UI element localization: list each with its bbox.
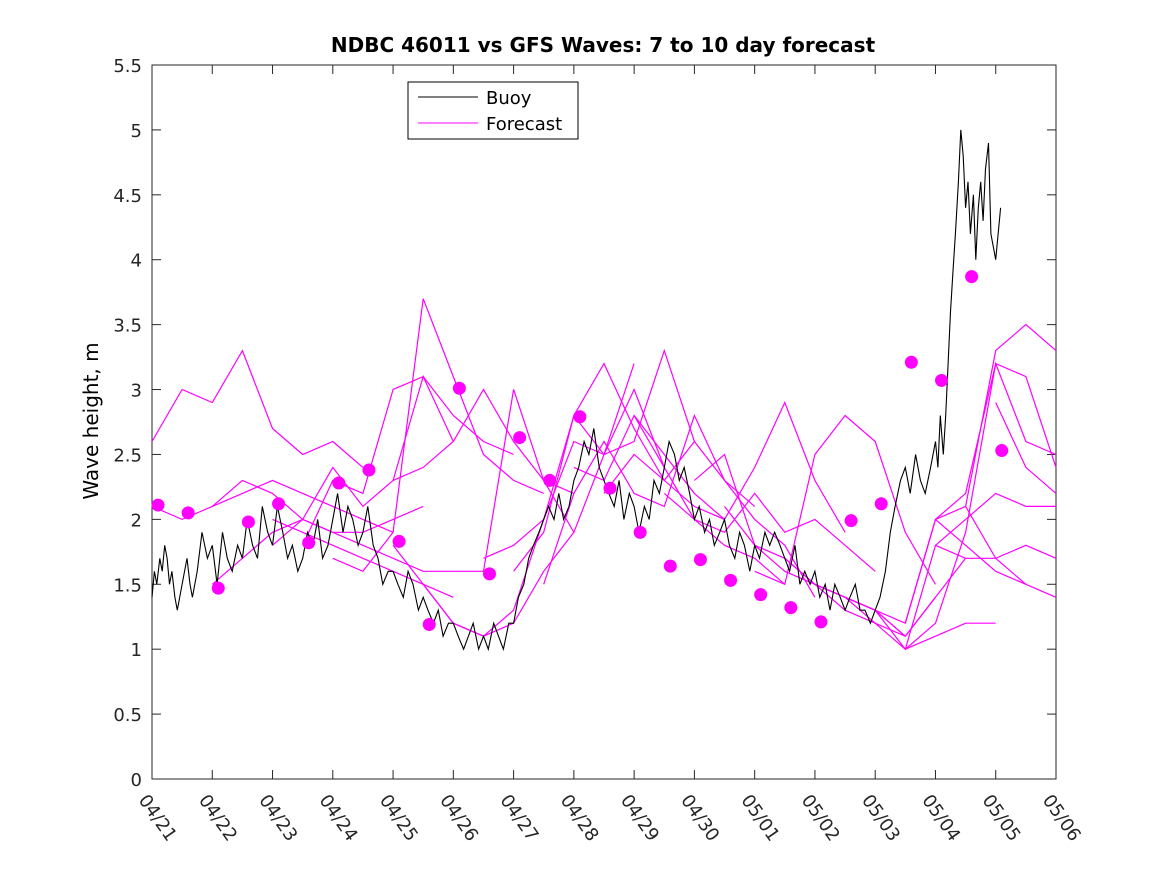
forecast-marker <box>693 553 707 567</box>
forecast-marker <box>181 506 195 520</box>
forecast-marker <box>814 615 828 629</box>
forecast-run-line <box>754 414 937 586</box>
y-axis-ticks: 0 0.5 1 1.5 2 2.5 3 3.5 4 4.5 5 5.5 <box>113 56 1056 791</box>
forecast-run-line <box>935 518 1057 598</box>
forecast-run-line <box>633 400 846 533</box>
y-tick-label: 5 <box>131 121 142 142</box>
forecast-run-line <box>995 402 1057 494</box>
y-axis-label: Wave height, m <box>79 342 103 499</box>
forecast-marker <box>362 463 376 477</box>
axes-frame <box>151 64 1057 780</box>
y-tick-label: 1 <box>131 640 142 661</box>
forecast-run-line <box>935 492 1056 546</box>
y-tick-label: 4.5 <box>113 186 142 207</box>
forecast-marker <box>603 481 617 495</box>
forecast-marker <box>934 373 948 387</box>
y-tick-label: 3.5 <box>113 316 142 337</box>
forecast-run-line <box>151 349 364 468</box>
forecast-markers <box>151 270 1009 632</box>
forecast-marker <box>573 410 587 424</box>
y-tick-label: 0.5 <box>113 705 142 726</box>
forecast-marker <box>151 498 165 512</box>
forecast-marker <box>784 601 798 615</box>
forecast-run-line <box>453 387 665 572</box>
forecast-run-line <box>965 506 1057 560</box>
forecast-run-line <box>573 414 786 585</box>
forecast-marker <box>241 515 255 529</box>
forecast-run-line <box>663 492 876 572</box>
forecast-marker <box>272 497 286 511</box>
forecast-run-line <box>904 323 1057 624</box>
forecast-run-line <box>603 440 816 598</box>
forecast-marker <box>543 473 557 487</box>
plot-area-border <box>151 64 1057 780</box>
forecast-marker <box>904 355 918 369</box>
legend-forecast-label: Forecast <box>486 114 562 135</box>
y-tick-label: 2.5 <box>113 445 142 466</box>
forecast-run-line <box>905 622 996 650</box>
forecast-marker <box>422 618 436 632</box>
legend-box <box>407 81 579 140</box>
forecast-run-line <box>814 544 1027 651</box>
forecast-run-line <box>211 518 454 585</box>
forecast-run-line <box>724 506 936 637</box>
forecast-marker <box>392 534 406 548</box>
y-tick-label: 2 <box>131 510 142 531</box>
forecast-run-line <box>422 363 635 637</box>
y-tick-label: 3 <box>131 381 142 402</box>
forecast-marker <box>754 588 768 602</box>
y-tick-label: 4 <box>131 251 142 272</box>
forecast-marker <box>995 444 1009 458</box>
forecast-marker <box>302 536 316 550</box>
forecast-run-line <box>513 362 725 572</box>
forecast-marker <box>965 270 979 284</box>
forecast-marker <box>482 567 496 581</box>
forecast-marker <box>332 476 346 490</box>
forecast-marker <box>844 514 858 528</box>
y-tick-label: 1.5 <box>113 575 142 596</box>
forecast-marker <box>724 573 738 587</box>
forecast-marker <box>513 431 527 445</box>
legend-buoy-label: Buoy <box>486 88 532 109</box>
legend: Buoy Forecast <box>407 81 579 140</box>
forecast-run-line <box>844 361 1057 651</box>
forecast-run-line <box>483 348 695 559</box>
y-tick-label: 5.5 <box>113 56 142 77</box>
forecast-marker <box>452 381 466 395</box>
forecast-marker <box>874 497 888 511</box>
forecast-series <box>151 298 1057 651</box>
y-tick-label: 0 <box>131 770 142 791</box>
chart-title: NDBC 46011 vs GFS Waves: 7 to 10 day for… <box>331 33 876 57</box>
forecast-run-line <box>332 298 544 573</box>
forecast-marker <box>633 525 647 539</box>
forecast-run-line <box>543 413 756 585</box>
forecast-marker <box>663 559 677 573</box>
forecast-marker <box>211 581 225 595</box>
